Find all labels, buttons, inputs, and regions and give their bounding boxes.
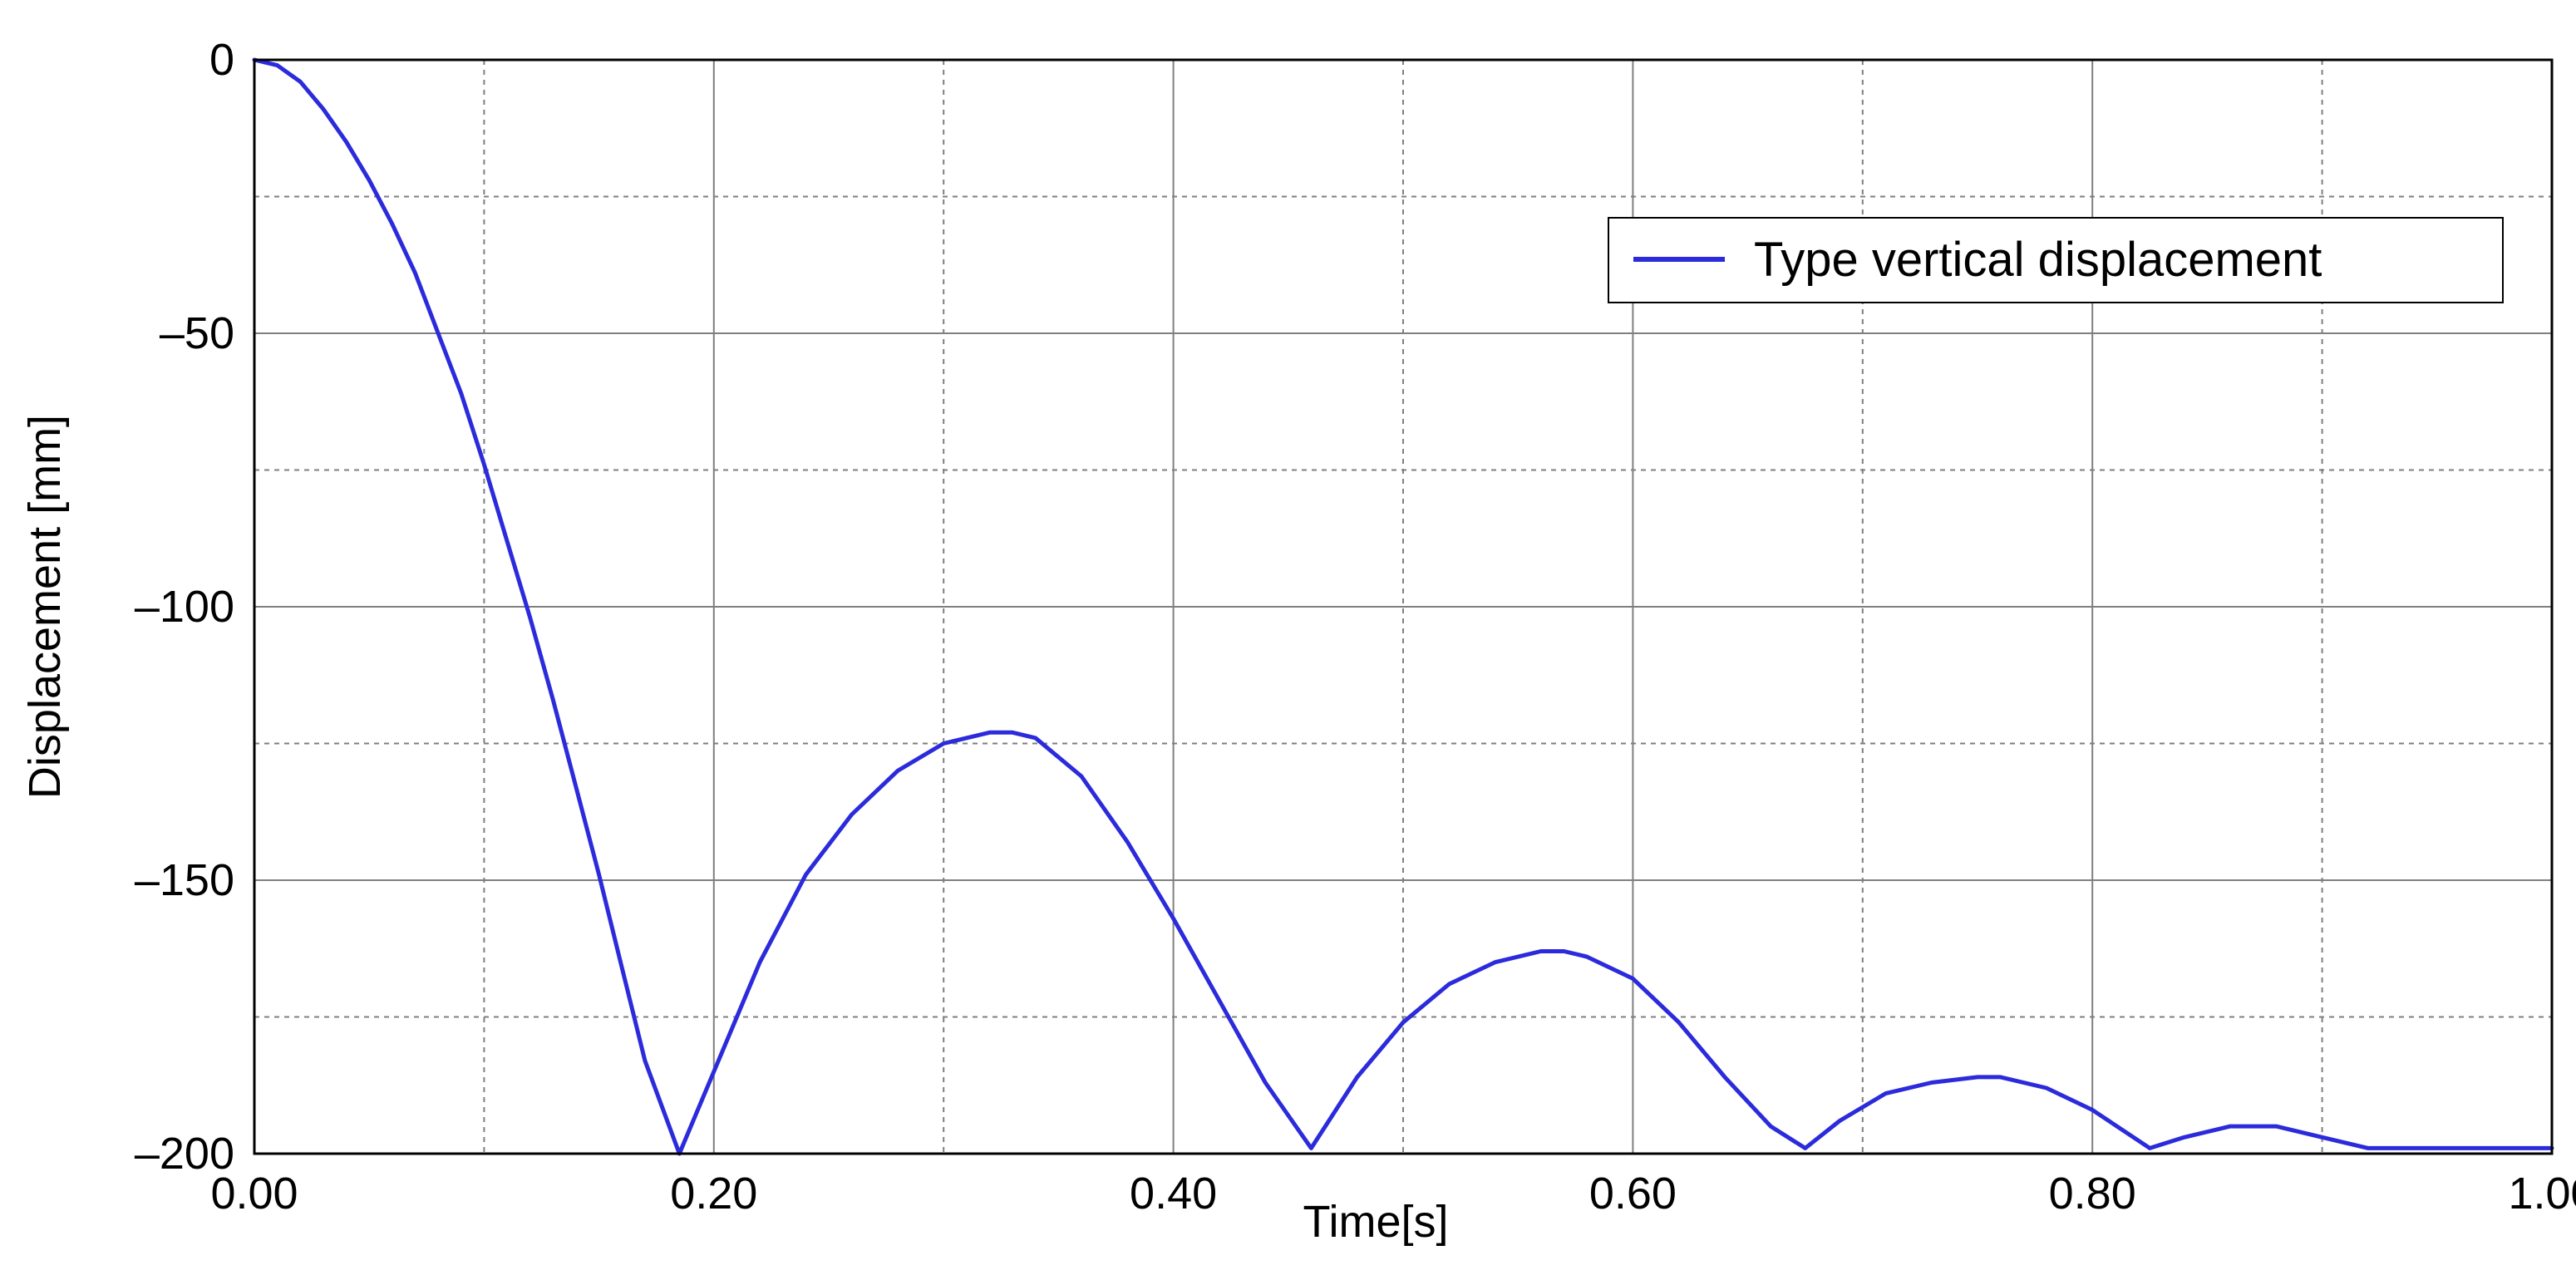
y-tick-label: –50 bbox=[160, 308, 234, 358]
y-axis-label: Displacement [mm] bbox=[20, 415, 70, 799]
x-tick-label: 1.00 bbox=[2508, 1169, 2576, 1218]
y-tick-labels: 0 –50 –100 –150 –200 bbox=[135, 35, 234, 1179]
x-axis-label: Time[s] bbox=[1303, 1197, 1449, 1247]
x-tick-label: 0.20 bbox=[670, 1169, 757, 1218]
y-tick-label: –100 bbox=[135, 582, 234, 632]
x-tick-label: 0.80 bbox=[2049, 1169, 2136, 1218]
y-tick-label: 0 bbox=[209, 35, 234, 85]
legend-box bbox=[1608, 217, 2504, 303]
series-layer bbox=[252, 57, 2554, 1156]
y-tick-label: –150 bbox=[135, 855, 234, 905]
series-line-0 bbox=[252, 57, 2554, 1156]
x-tick-label: 0.00 bbox=[210, 1169, 298, 1218]
x-tick-label: 0.60 bbox=[1589, 1169, 1677, 1218]
y-tick-label: –200 bbox=[135, 1129, 234, 1179]
x-tick-labels: 0.00 0.20 0.40 0.60 0.80 1.00 bbox=[210, 1169, 2576, 1218]
legend: Type vertical displacement bbox=[1608, 217, 2504, 303]
legend-entry-label: Type vertical displacement bbox=[1754, 233, 2322, 287]
plot-frame bbox=[253, 58, 2554, 1155]
x-tick-label: 0.40 bbox=[1130, 1169, 1217, 1218]
